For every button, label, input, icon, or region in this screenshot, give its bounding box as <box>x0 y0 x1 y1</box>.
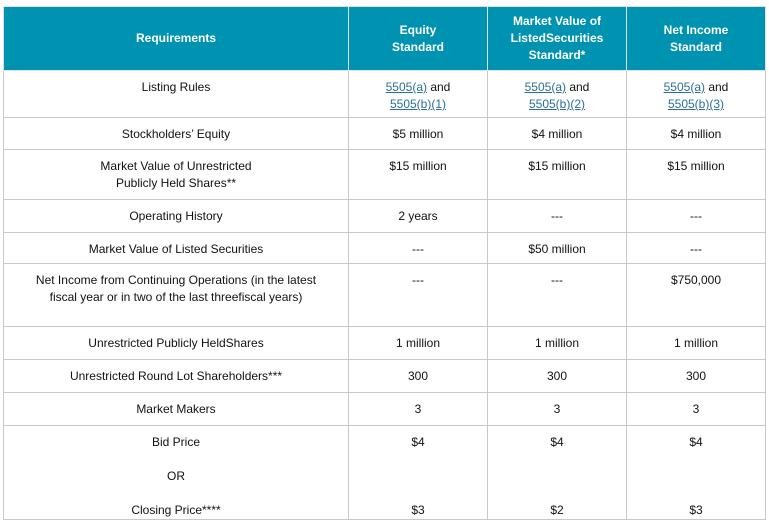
table-row: Operating History 2 years --- --- <box>3 199 766 233</box>
value-cell: $750,000 <box>626 263 766 327</box>
rule-link[interactable]: 5505(a) <box>385 80 427 94</box>
value-cell: $50 million <box>487 232 627 264</box>
value-cell: 300 <box>348 359 488 393</box>
value-cell: --- <box>348 263 488 327</box>
value-cell: --- <box>487 263 627 327</box>
row-label: Net Income from Continuing Operations (i… <box>3 263 349 327</box>
table-row: Net Income from Continuing Operations (i… <box>3 263 766 327</box>
row-label: Unrestricted Publicly HeldShares <box>3 326 349 360</box>
value-cell: $5 million <box>348 117 488 150</box>
value-cell: 1 million <box>348 326 488 360</box>
header-requirements: Requirements <box>3 6 349 71</box>
table-row: Stockholders’ Equity $5 million $4 million… <box>3 117 766 150</box>
rule-link[interactable]: 5505(b)(2) <box>528 97 586 111</box>
value-cell: $15 million <box>348 149 488 200</box>
header-equity-standard: Equity Standard <box>348 6 488 71</box>
header-net-income-standard: Net Income Standard <box>626 6 766 71</box>
row-label: Unrestricted Round Lot Shareholders*** <box>3 359 349 393</box>
row-label: Bid Price OR Closing Price**** <box>3 425 349 520</box>
and-text: and <box>566 80 590 94</box>
row-label: Market Makers <box>3 392 349 426</box>
row-label: Market Value of Unrestricted Publicly He… <box>3 149 349 200</box>
value-cell: 3 <box>487 392 627 426</box>
and-text: and <box>705 80 729 94</box>
value-cell: $15 million <box>487 149 627 200</box>
listing-rule-cell: 5505(a) and 5505(b)(2) <box>487 70 627 118</box>
value-cell: 3 <box>348 392 488 426</box>
value-cell: $4 $3 <box>626 425 766 520</box>
rule-link[interactable]: 5505(b)(1) <box>389 97 447 111</box>
rule-link[interactable]: 5505(b)(3) <box>667 97 725 111</box>
header-market-value-standard: Market Value of ListedSecurities Standar… <box>487 6 627 71</box>
table-row: Market Makers 3 3 3 <box>3 392 766 426</box>
value-cell: 2 years <box>348 199 488 233</box>
value-cell: --- <box>487 199 627 233</box>
and-text: and <box>427 80 451 94</box>
table-row: Unrestricted Publicly HeldShares 1 millio… <box>3 326 766 360</box>
row-label: Stockholders’ Equity <box>3 117 349 150</box>
value-cell: 300 <box>626 359 766 393</box>
value-cell: 1 million <box>487 326 627 360</box>
table-row: Bid Price OR Closing Price**** $4 $3 $4 $2… <box>3 425 766 520</box>
value-cell: 1 million <box>626 326 766 360</box>
listing-rule-cell: 5505(a) and 5505(b)(3) <box>626 70 766 118</box>
value-cell: $4 million <box>626 117 766 150</box>
value-cell: $4 $2 <box>487 425 627 520</box>
value-cell: $4 $3 <box>348 425 488 520</box>
value-cell: --- <box>626 199 766 233</box>
value-cell: --- <box>626 232 766 264</box>
table-row: Unrestricted Round Lot Shareholders*** 30… <box>3 359 766 393</box>
value-cell: $4 million <box>487 117 627 150</box>
row-label: Market Value of Listed Securities <box>3 232 349 264</box>
value-cell: 3 <box>626 392 766 426</box>
row-label: Operating History <box>3 199 349 233</box>
row-label: Listing Rules <box>3 70 349 118</box>
header-row: Requirements Equity Standard Market Valu… <box>3 6 766 71</box>
listing-rule-cell: 5505(a) and 5505(b)(1) <box>348 70 488 118</box>
rule-link[interactable]: 5505(a) <box>524 80 566 94</box>
table-row: Market Value of Listed Securities --- $50 … <box>3 232 766 264</box>
value-cell: $15 million <box>626 149 766 200</box>
table-row-listing-rules: Listing Rules 5505(a) and 5505(b)(1) 550… <box>3 70 766 118</box>
value-cell: 300 <box>487 359 627 393</box>
value-cell: --- <box>348 232 488 264</box>
listing-requirements-table: Requirements Equity Standard Market Valu… <box>3 6 766 520</box>
rule-link[interactable]: 5505(a) <box>663 80 705 94</box>
table-row: Market Value of Unrestricted Publicly He… <box>3 149 766 200</box>
